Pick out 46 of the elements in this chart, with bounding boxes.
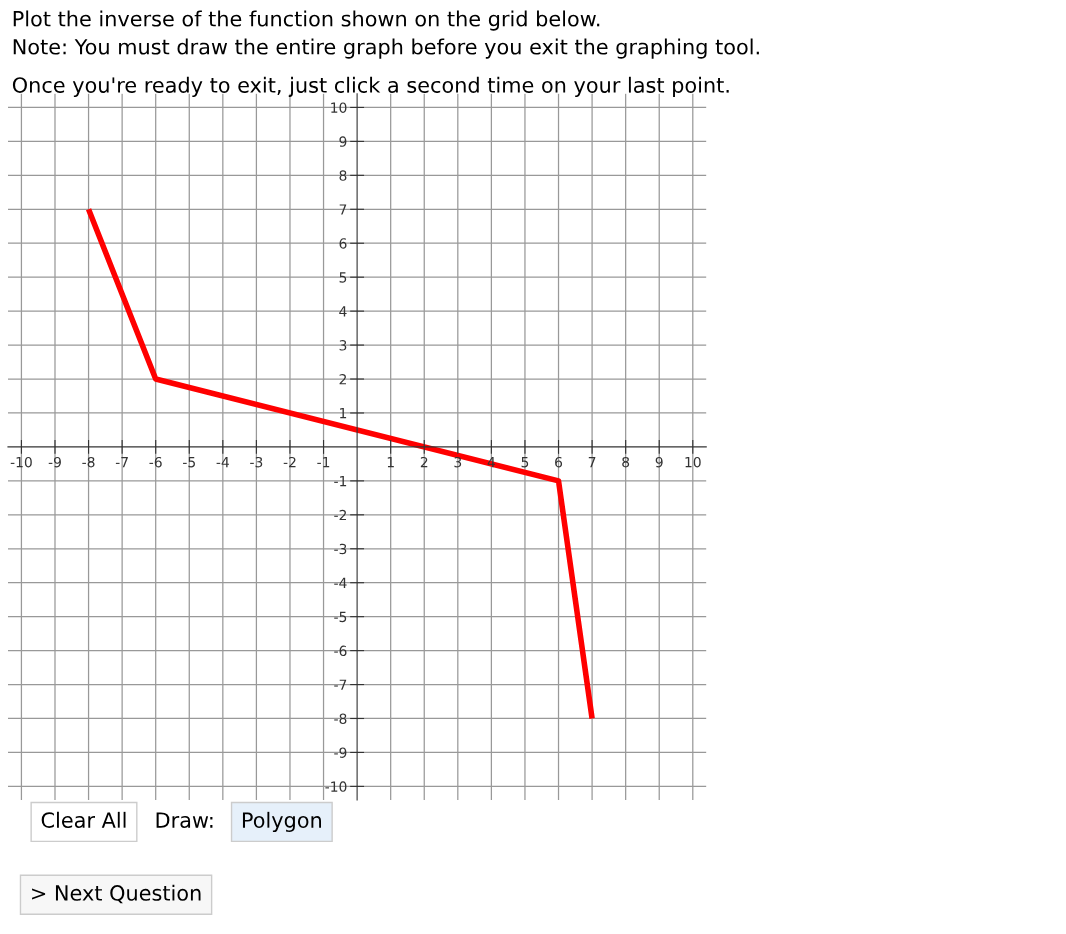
y-tick-label: 7 (339, 204, 347, 215)
y-tick-label: -7 (334, 679, 347, 690)
y-tick-label: -8 (334, 713, 347, 724)
y-tick-label: 3 (339, 340, 347, 351)
x-tick-label: -2 (283, 456, 296, 468)
y-tick-label: 6 (339, 238, 347, 249)
text: Draw: (156, 812, 213, 828)
x-tick-label: -8 (82, 456, 95, 468)
y-tick-label: 2 (339, 373, 346, 385)
x-tick-label: 9 (655, 456, 663, 468)
y-tick-label: -4 (334, 577, 347, 588)
annotation: Once you're ready to exit, just click a second time on your last point. (12, 76, 729, 97)
y-tick-label: 10 (331, 102, 347, 113)
x-tick-label: 1 (387, 457, 394, 468)
y-tick-label: 5 (339, 272, 347, 283)
y-tick-label: 4 (339, 306, 347, 317)
text: > Next Question (32, 884, 201, 904)
x-tick-label: 3 (454, 456, 462, 468)
text: Note: You must draw the entire graph before you exit the graphing tool. (13, 38, 759, 59)
x-tick-label: -4 (216, 457, 229, 468)
y-tick-label: -2 (334, 509, 346, 521)
y-tick-label: 1 (340, 408, 347, 419)
y-tick-label: 9 (339, 136, 347, 147)
x-tick-label: -6 (149, 456, 162, 468)
x-tick-label: -5 (183, 457, 195, 468)
y-tick-label: -9 (334, 747, 347, 758)
text: Polygon (242, 811, 321, 832)
y-tick-label: -1 (334, 476, 347, 487)
x-tick-label: 7 (588, 457, 596, 468)
x-tick-label: 10 (685, 456, 701, 468)
y-tick-label: 8 (339, 170, 347, 181)
y-tick-label: -3 (334, 543, 347, 555)
y-tick-label: -6 (334, 645, 347, 657)
x-tick-label: -9 (48, 456, 61, 468)
x-tick-label: 2 (420, 456, 428, 468)
chart-title: Plot the inverse of the function shown on the grid below. (13, 10, 600, 31)
x-tick-label: 6 (555, 456, 563, 468)
x-tick-label: 5 (521, 457, 529, 468)
y-tick-label: -10 (325, 781, 347, 792)
x-tick-label: -1 (317, 457, 330, 468)
x-tick-label: -3 (250, 456, 263, 468)
x-tick-label: -7 (115, 457, 128, 468)
x-tick-label: -10 (10, 456, 32, 468)
text: Clear All (41, 811, 126, 828)
y-tick-label: -5 (334, 611, 347, 623)
x-tick-label: 8 (622, 456, 630, 468)
